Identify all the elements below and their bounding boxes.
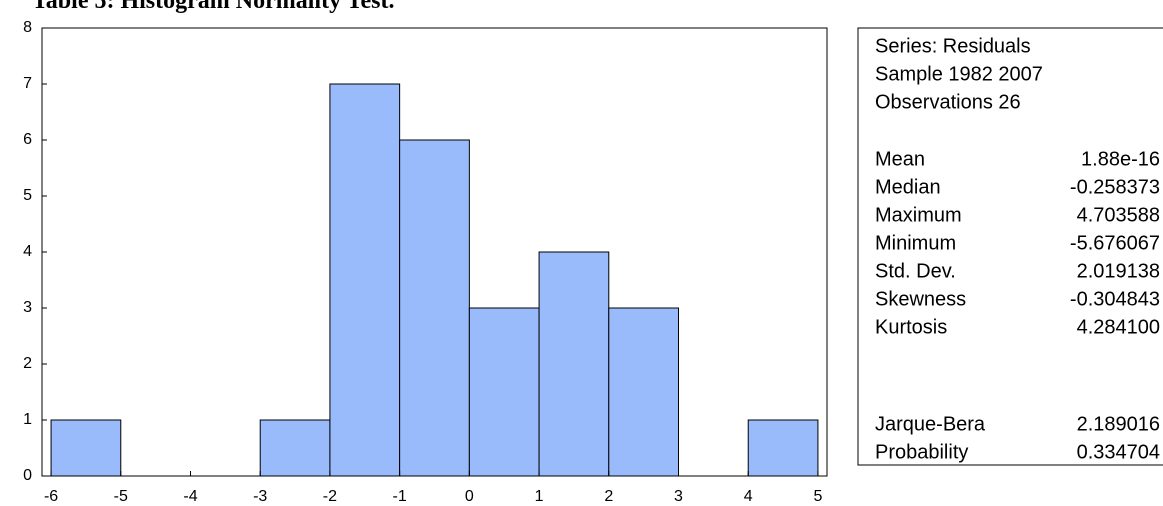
stat-value: 2.019138 — [1077, 260, 1160, 282]
y-tick-label: 4 — [23, 243, 32, 260]
x-tick-label: 1 — [535, 488, 544, 505]
x-tick-label: -4 — [183, 488, 197, 505]
x-tick-label: -5 — [114, 488, 128, 505]
stat-label: Maximum — [875, 204, 962, 226]
stats-box — [857, 27, 1163, 466]
stat-value: 0.334704 — [1077, 441, 1160, 463]
x-tick-label: 2 — [604, 488, 613, 505]
stats-header: Observations 26 — [875, 91, 1021, 113]
bar — [468, 307, 540, 477]
stat-label: Probability — [875, 441, 968, 463]
x-tick-label: 5 — [813, 488, 822, 505]
stat-value: -5.676067 — [1070, 232, 1160, 254]
stat-value: -0.258373 — [1070, 176, 1160, 198]
bar — [50, 419, 122, 477]
x-tick-label: -6 — [44, 488, 58, 505]
bar — [608, 307, 680, 477]
stat-value: -0.304843 — [1070, 288, 1160, 310]
stat-label: Median — [875, 176, 941, 198]
y-tick-label: 2 — [23, 355, 32, 372]
y-tick-label: 3 — [23, 299, 32, 316]
stat-label: Kurtosis — [875, 316, 947, 338]
stats-header: Sample 1982 2007 — [875, 63, 1043, 85]
stat-label: Skewness — [875, 288, 966, 310]
bar — [747, 419, 819, 477]
stat-label: Minimum — [875, 232, 956, 254]
stat-label: Mean — [875, 148, 925, 170]
bar — [538, 251, 610, 477]
y-tick-label: 8 — [23, 19, 32, 36]
x-tick-label: 3 — [674, 488, 683, 505]
stat-value: 2.189016 — [1077, 413, 1160, 435]
bar — [259, 419, 331, 477]
bar — [329, 83, 401, 477]
stat-label: Jarque-Bera — [875, 413, 986, 435]
stat-value: 4.703588 — [1077, 204, 1160, 226]
x-tick-label: 4 — [744, 488, 753, 505]
chart-title: Table 5: Histogram Normality Test. — [32, 0, 394, 14]
y-tick-label: 0 — [23, 467, 32, 484]
x-tick-label: -3 — [253, 488, 267, 505]
y-tick-label: 1 — [23, 411, 32, 428]
stat-value: 1.88e-16 — [1081, 148, 1160, 170]
bar — [399, 139, 470, 477]
y-tick-label: 7 — [23, 75, 32, 92]
x-tick-label: 0 — [465, 488, 474, 505]
y-tick-label: 5 — [23, 187, 32, 204]
stats-header: Series: Residuals — [875, 35, 1031, 57]
stat-label: Std. Dev. — [875, 260, 956, 282]
x-tick-label: -1 — [393, 488, 407, 505]
x-tick-label: -2 — [323, 488, 337, 505]
stat-value: 4.284100 — [1077, 316, 1160, 338]
y-tick-label: 6 — [23, 131, 32, 148]
